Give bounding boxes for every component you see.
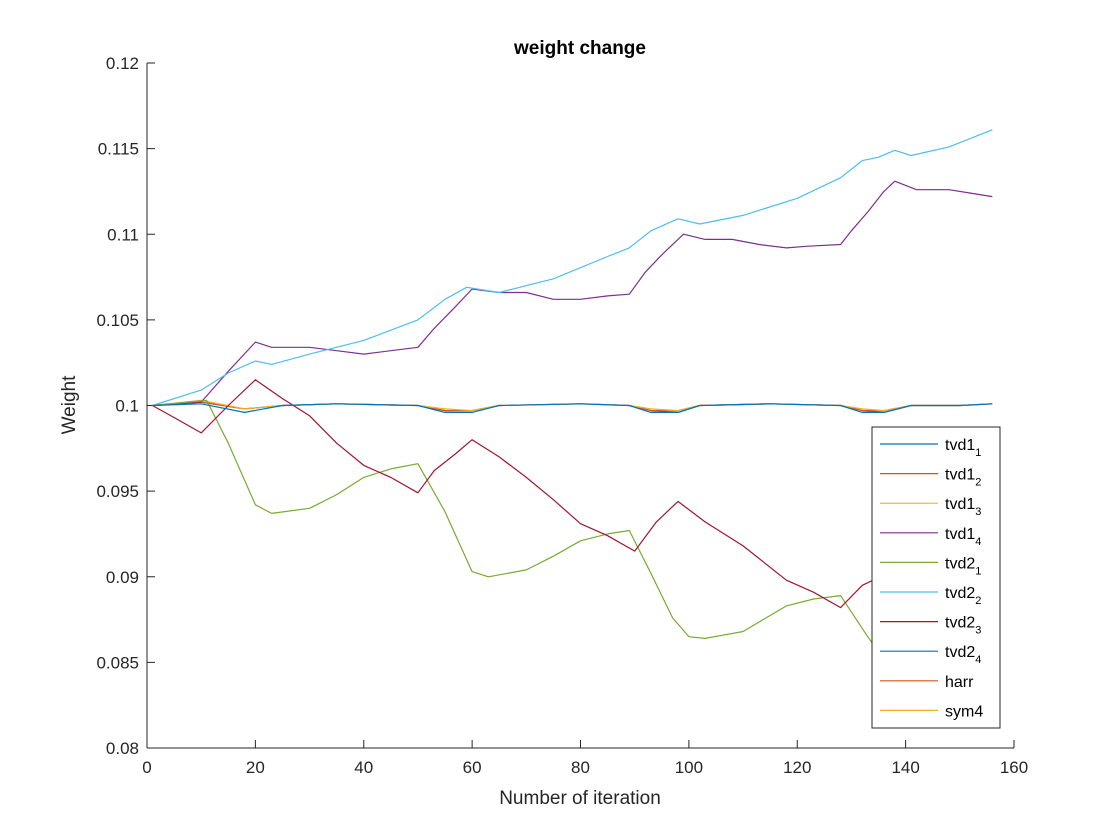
x-tick-label: 160 (1000, 758, 1028, 777)
legend-entry-subscript: 1 (975, 447, 981, 459)
series-line-tvd2-2 (152, 129, 993, 407)
legend-entry: tvd12 (945, 467, 981, 489)
series-line-tvd2-1 (152, 399, 885, 660)
x-axis-label: Number of iteration (499, 788, 661, 809)
series-line-tvd2-4 (152, 403, 993, 413)
y-tick-label: 0.12 (106, 54, 139, 73)
legend-entry-subscript: 2 (975, 595, 981, 607)
legend-entry-name: harr (945, 674, 974, 691)
y-tick-label: 0.115 (98, 140, 139, 159)
y-tick-label: 0.11 (107, 225, 139, 244)
legend: tvd11tvd12tvd13tvd14tvd21tvd22tvd23tvd24… (871, 426, 1001, 729)
legend-entry-name: tvd2 (945, 615, 975, 632)
x-tick-label: 0 (142, 758, 151, 777)
y-tick-label: 0.095 (96, 482, 139, 501)
legend-entry: tvd14 (945, 526, 981, 548)
y-tick-label: 0.09 (106, 568, 139, 587)
legend-entry-subscript: 4 (975, 536, 981, 548)
y-tick-label: 0.1 (115, 397, 139, 416)
legend-entry: tvd21 (945, 555, 981, 577)
axes: 0 20 40 60 80 100 120 140 160 0.08 0.085 0.09 0.095 0… (96, 54, 1028, 777)
legend-entry-name: tvd1 (945, 437, 975, 454)
legend-box (871, 426, 1001, 729)
legend-entry: tvd11 (945, 437, 981, 459)
legend-entry-name: tvd2 (945, 585, 975, 602)
plot-lines (152, 129, 993, 660)
legend-entry: harr (945, 674, 974, 691)
legend-entry: sym4 (945, 703, 983, 720)
x-tick-label: 40 (354, 758, 373, 777)
legend-entry-name: tvd1 (945, 496, 975, 513)
legend-entry-name: tvd1 (945, 467, 975, 484)
legend-entry-name: tvd2 (945, 644, 975, 661)
x-tick-label: 120 (783, 758, 811, 777)
legend-entry-name: tvd2 (945, 555, 975, 572)
legend-entry: tvd24 (945, 644, 981, 666)
legend-entry-name: tvd1 (945, 526, 975, 543)
x-tick-label: 80 (571, 758, 590, 777)
legend-entry: tvd23 (945, 615, 981, 637)
y-axis-label: Weight (59, 375, 80, 435)
chart-title: weight change (513, 38, 646, 59)
legend-entry-name: sym4 (945, 703, 983, 720)
legend-entry-subscript: 3 (975, 506, 981, 518)
legend-entry-subscript: 3 (975, 625, 981, 637)
legend-entry-subscript: 1 (975, 565, 981, 577)
x-tick-label: 140 (891, 758, 919, 777)
y-tick-label: 0.085 (96, 653, 139, 672)
x-tick-label: 60 (463, 758, 482, 777)
y-tick-label: 0.08 (106, 739, 139, 758)
series-line-tvd1-4 (152, 180, 993, 407)
legend-entry-subscript: 2 (975, 477, 981, 489)
x-tick-label: 20 (246, 758, 265, 777)
legend-entry: tvd22 (945, 585, 981, 607)
x-tick-label: 100 (675, 758, 703, 777)
legend-entry: tvd13 (945, 496, 981, 518)
series-line-tvd2-3 (152, 379, 885, 609)
legend-entry-subscript: 4 (975, 654, 981, 666)
y-tick-label: 0.105 (96, 311, 139, 330)
